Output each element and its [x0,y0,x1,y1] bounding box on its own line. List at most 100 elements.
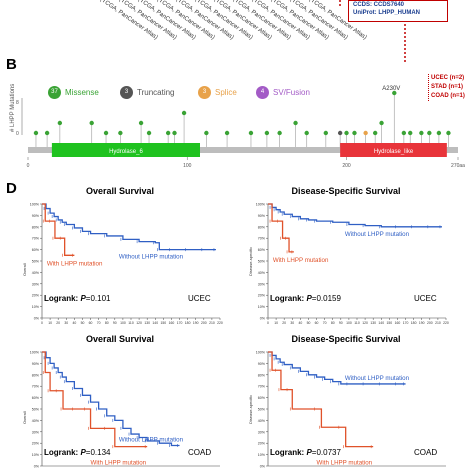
x-tick-label: 0 [27,163,30,169]
km-curve-without [42,203,216,251]
km-x-tick-label: 200 [201,321,207,325]
km-curve-without [268,203,442,228]
p-label: P [80,448,86,457]
cancer-type: COAD [414,448,438,457]
lollipop-head [44,130,50,136]
sv-fusion-count-badge: 4 [256,86,269,99]
km-y-tick-label: 80% [32,225,40,229]
p-label: P [80,294,86,303]
km-y-tick-label: 100% [256,351,266,355]
lollipop-head [118,130,123,136]
km-y-tick-label: 30% [32,282,40,286]
km-x-tick-label: 100 [346,321,352,325]
km-y-tick-label: 10% [258,305,266,309]
km-y-tick-label: 80% [258,225,266,229]
p-value: =0.101 [85,294,111,303]
km-curve-with [268,203,294,253]
cancer-stad: STAD (n=1) [431,84,464,90]
km-y-tick-label: 20% [32,294,40,298]
y-tick-label: 0 [16,131,19,137]
p-value: =0.0737 [311,448,341,457]
legend-truncating: 3 Truncating [120,86,175,99]
km-y-tick-label: 70% [258,385,266,389]
km-plot: Overall Survival 100% 90% 80% 70% 60% 50% 40% 30… [20,334,226,474]
cancer-type: UCEC [188,294,211,303]
info-line-2: UniProt: LHPP_HUMAN [353,10,420,16]
km-x-tick-label: 40 [72,321,76,325]
km-curve-without [268,351,406,385]
p-label: P [306,294,312,303]
km-title: Disease-Specific Survival [291,334,401,344]
lollipop-head [337,130,343,136]
truncating-count-badge: 3 [120,86,133,99]
splice-label: Splice [215,88,237,97]
lollipop-head [165,130,171,136]
without-mutation-label: Without LHPP mutation [119,254,184,261]
x-tick-label: 100 [183,163,192,169]
lollipop-head [181,110,187,116]
km-x-tick-label: 140 [378,321,384,325]
with-mutation-label: With LHPP mutation [317,460,373,467]
cancer-type: UCEC [414,294,437,303]
lollipop-head [138,120,144,126]
lollipop-head [436,130,442,136]
km-x-tick-label: 210 [209,321,215,325]
km-x-tick-label: 170 [403,321,409,325]
km-y-tick-label: 0% [260,465,266,469]
km-y-tick-label: 50% [258,408,266,412]
km-x-tick-label: 50 [307,321,311,325]
km-y-tick-label: 10% [32,453,40,457]
km-title: Disease-Specific Survival [291,186,401,196]
km-y-tick-label: 80% [258,373,266,377]
legend-missense: 37 Missense [48,86,99,99]
lollipop-head [89,120,94,126]
with-mutation-label: With LHPP mutation [47,260,103,267]
km-y-axis-label: Overall [22,411,27,424]
logrank-text: Logrank: P=0.0159 [270,294,341,303]
km-x-tick-label: 60 [89,321,93,325]
km-y-tick-label: 70% [32,237,40,241]
km-x-tick-label: 120 [136,321,142,325]
lollipop-head [419,130,424,136]
km-x-tick-label: 40 [298,321,302,325]
km-y-tick-label: 60% [32,248,40,252]
km-y-tick-label: 20% [32,442,40,446]
km-y-tick-label: 20% [258,442,266,446]
km-curve-without [42,351,180,447]
km-y-tick-label: 30% [32,430,40,434]
cancer-type: COAD [188,448,212,457]
legend-splice: 3 Splice [198,86,237,99]
km-y-tick-label: 20% [258,294,266,298]
km-x-tick-label: 90 [113,321,117,325]
mutation-label: A230V [382,86,400,92]
lollipop-head [293,120,298,126]
km-x-tick-label: 180 [411,321,417,325]
lollipop-head [363,130,368,136]
lollipop-head [277,130,282,136]
km-x-tick-label: 0 [41,321,43,325]
lollipop-head [146,130,152,136]
km-svg: 100% 90% 80% 70% 60% 50% 40% 30% 20% 10% 0% Disease… [248,203,449,326]
km-y-tick-label: 40% [258,419,266,423]
km-x-tick-label: 10 [48,321,52,325]
km-x-tick-label: 180 [185,321,191,325]
km-x-tick-label: 110 [354,321,360,325]
km-y-tick-label: 90% [258,214,266,218]
km-x-tick-label: 150 [161,321,167,325]
km-x-tick-label: 190 [193,321,199,325]
logrank-prefix: Logrank: [270,448,307,457]
logrank-prefix: Logrank: [270,294,307,303]
missense-count-badge: 37 [48,86,61,99]
km-y-tick-label: 10% [32,305,40,309]
without-mutation-label: Without LHPP mutation [345,231,410,238]
km-x-tick-label: 90 [339,321,343,325]
p-label: P [306,448,312,457]
km-x-tick-label: 80 [331,321,335,325]
logrank-text: Logrank: P=0.134 [44,448,111,457]
km-x-tick-label: 110 [128,321,134,325]
km-x-tick-label: 70 [97,321,101,325]
km-y-tick-label: 0% [260,317,266,321]
x-tick-label: 200 [342,163,351,169]
lollipop-head [372,130,378,136]
legend-sv-fusion: 4 SV/Fusion [256,86,310,99]
